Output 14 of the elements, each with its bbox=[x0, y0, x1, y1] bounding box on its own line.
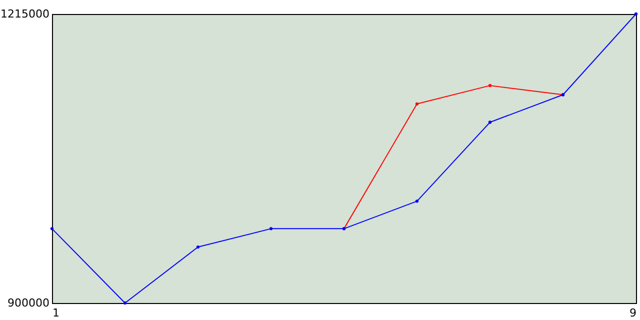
point bbox=[488, 120, 492, 124]
point bbox=[415, 102, 419, 106]
point bbox=[196, 245, 200, 249]
x-tick-label: 9 bbox=[630, 306, 636, 320]
y-tick-label: 1215000 bbox=[0, 8, 50, 20]
point bbox=[415, 200, 419, 203]
y-tick-label: 900000 bbox=[8, 296, 50, 310]
line-series bbox=[50, 12, 638, 305]
point bbox=[269, 227, 273, 230]
point bbox=[123, 301, 127, 305]
point bbox=[634, 12, 638, 16]
point bbox=[50, 227, 54, 230]
x-tick-label: 1 bbox=[52, 306, 60, 320]
point bbox=[488, 84, 492, 88]
